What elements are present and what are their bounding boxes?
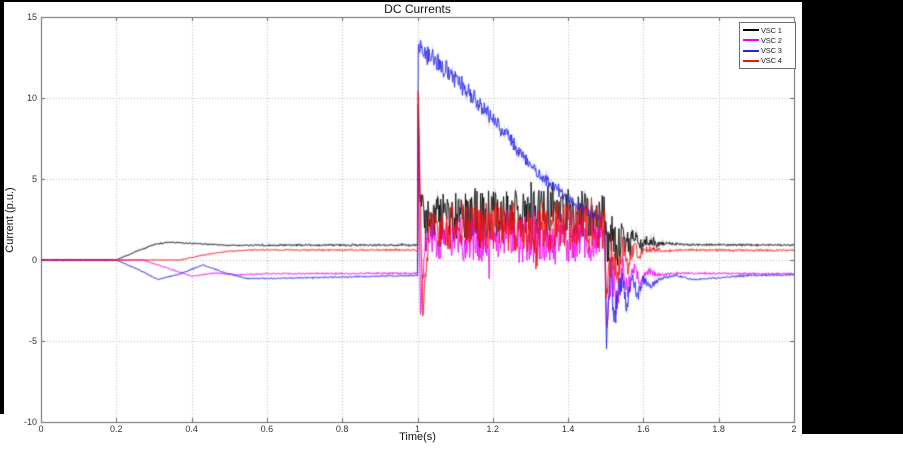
black-frame-top <box>0 0 903 2</box>
legend-label: VSC 2 <box>761 35 782 45</box>
x-axis-label: Time(s) <box>399 431 436 443</box>
x-tick-label: 1.8 <box>712 424 725 434</box>
legend-label: VSC 1 <box>761 25 782 35</box>
x-tick-label: 2 <box>791 424 797 434</box>
y-tick-label: -5 <box>28 336 37 346</box>
y-tick-label: 15 <box>26 12 37 22</box>
x-tick-label: 0.8 <box>335 424 349 434</box>
y-tick-label: 0 <box>31 255 37 265</box>
x-tick-label: 1.4 <box>561 424 575 434</box>
y-axis-label: Current (p.u.) <box>4 187 16 253</box>
x-tick-label: 0 <box>38 424 44 434</box>
x-tick-label: 0.4 <box>185 424 198 434</box>
y-tick-label: -10 <box>23 417 37 427</box>
x-tick-label: 0.6 <box>260 424 274 434</box>
x-tick-label: 1 <box>414 424 420 434</box>
x-tick-label: 1.6 <box>637 424 650 434</box>
legend-entry-vsc3: VSC 3 <box>743 46 795 56</box>
y-tick-label: 10 <box>26 93 37 103</box>
legend-entry-vsc4: VSC 4 <box>743 56 795 66</box>
legend-line-swatch <box>743 59 759 62</box>
y-tick-label: 5 <box>31 174 37 184</box>
legend-entry-vsc2: VSC 2 <box>743 35 795 45</box>
x-tick-label: 0.2 <box>110 424 123 434</box>
black-frame-right <box>802 0 903 434</box>
chart-title: DC Currents <box>384 2 451 16</box>
black-frame-left <box>0 0 4 414</box>
x-tick-label: 1.2 <box>486 424 500 434</box>
legend-line-swatch <box>743 29 759 32</box>
legend-label: VSC 3 <box>761 46 782 56</box>
legend-label: VSC 4 <box>761 56 782 66</box>
legend-box: VSC 1 VSC 2 VSC 3 VSC 4 <box>739 22 796 69</box>
legend-entry-vsc1: VSC 1 <box>743 25 795 35</box>
legend-line-swatch <box>743 49 759 52</box>
legend-line-swatch <box>743 39 759 42</box>
